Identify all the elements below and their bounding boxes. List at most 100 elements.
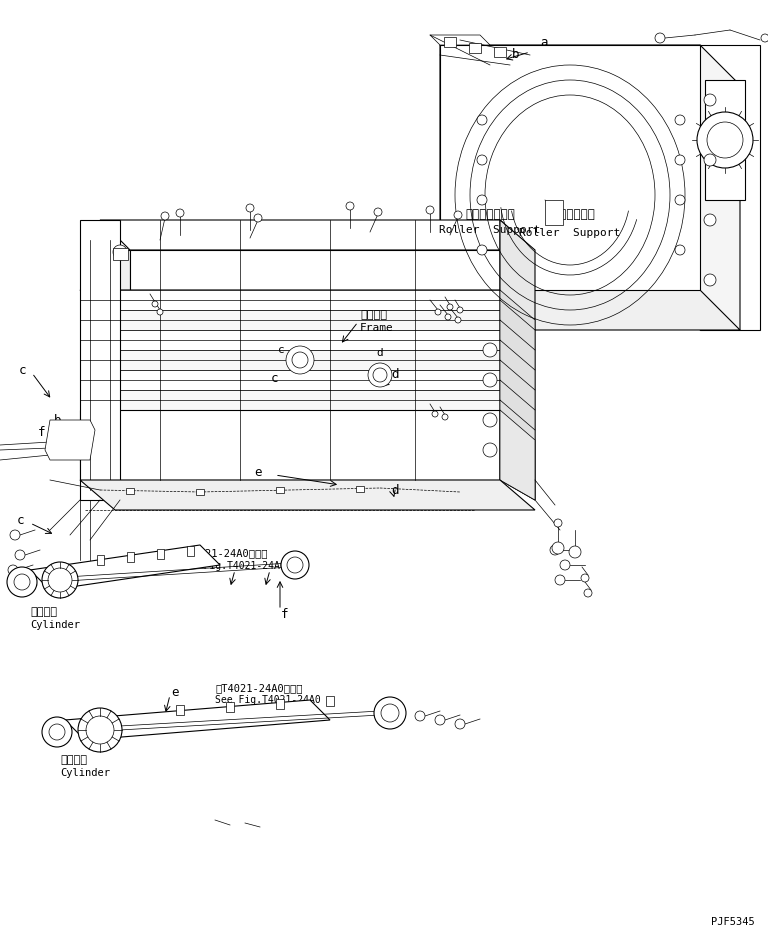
- Circle shape: [157, 309, 163, 315]
- Circle shape: [432, 411, 438, 417]
- Circle shape: [445, 314, 451, 320]
- Polygon shape: [430, 35, 490, 45]
- Circle shape: [176, 209, 184, 217]
- Circle shape: [113, 245, 127, 259]
- Text: Cylinder: Cylinder: [30, 620, 80, 630]
- Text: c: c: [16, 513, 24, 527]
- Circle shape: [550, 545, 560, 555]
- Text: Roller  Support: Roller Support: [519, 228, 621, 238]
- Circle shape: [152, 301, 158, 307]
- Text: b: b: [55, 414, 61, 427]
- Bar: [113, 248, 128, 260]
- Circle shape: [675, 115, 685, 125]
- Circle shape: [254, 214, 262, 222]
- Text: シリンダ: シリンダ: [30, 607, 57, 617]
- Text: a: a: [540, 36, 548, 48]
- Polygon shape: [65, 700, 330, 740]
- Text: Frame: Frame: [360, 323, 394, 333]
- Circle shape: [287, 557, 303, 573]
- Circle shape: [42, 717, 72, 747]
- Circle shape: [381, 704, 399, 722]
- Circle shape: [655, 33, 665, 43]
- Text: 第T4021-24A0図参照: 第T4021-24A0図参照: [180, 548, 267, 558]
- Text: b: b: [512, 48, 519, 61]
- Text: Cylinder: Cylinder: [60, 768, 110, 778]
- Circle shape: [286, 346, 314, 374]
- Text: 第T4021-24A0図参照: 第T4021-24A0図参照: [215, 683, 303, 693]
- Text: d: d: [376, 348, 383, 358]
- Circle shape: [483, 343, 497, 357]
- Text: d: d: [391, 483, 399, 496]
- Circle shape: [12, 585, 22, 595]
- Circle shape: [455, 317, 461, 323]
- Bar: [187, 546, 194, 556]
- Circle shape: [761, 34, 768, 42]
- Text: シリンダ: シリンダ: [60, 755, 87, 765]
- Polygon shape: [500, 220, 535, 500]
- Text: c: c: [271, 371, 279, 384]
- Circle shape: [447, 304, 453, 310]
- Circle shape: [477, 245, 487, 255]
- Text: e: e: [171, 687, 179, 700]
- Circle shape: [675, 195, 685, 205]
- Bar: [276, 487, 284, 493]
- Polygon shape: [500, 220, 530, 290]
- Bar: [469, 43, 481, 53]
- Circle shape: [15, 550, 25, 560]
- Circle shape: [86, 716, 114, 744]
- Text: PJF5345: PJF5345: [711, 917, 755, 927]
- Circle shape: [454, 211, 462, 219]
- Bar: [356, 486, 364, 492]
- Polygon shape: [80, 330, 500, 350]
- Text: f: f: [38, 426, 46, 438]
- Polygon shape: [700, 45, 740, 330]
- Text: Roller  Support: Roller Support: [439, 225, 541, 235]
- Polygon shape: [80, 480, 535, 510]
- Circle shape: [246, 204, 254, 212]
- Text: d: d: [391, 368, 399, 382]
- Circle shape: [675, 245, 685, 255]
- Circle shape: [554, 519, 562, 527]
- Circle shape: [483, 373, 497, 387]
- Circle shape: [346, 202, 354, 210]
- Circle shape: [457, 307, 463, 313]
- Bar: [176, 705, 184, 715]
- Circle shape: [569, 546, 581, 558]
- Circle shape: [426, 206, 434, 214]
- Circle shape: [435, 715, 445, 725]
- Polygon shape: [130, 250, 530, 290]
- Circle shape: [435, 309, 441, 315]
- Circle shape: [707, 122, 743, 158]
- Circle shape: [560, 560, 570, 570]
- Circle shape: [442, 414, 448, 420]
- Circle shape: [704, 154, 716, 166]
- Circle shape: [483, 413, 497, 427]
- Circle shape: [161, 212, 169, 220]
- Polygon shape: [80, 390, 500, 410]
- Text: ローラサポート: ローラサポート: [465, 208, 515, 221]
- Bar: [196, 489, 204, 495]
- Polygon shape: [80, 410, 500, 480]
- Bar: [157, 549, 164, 559]
- Circle shape: [78, 708, 122, 752]
- Circle shape: [552, 542, 564, 554]
- Bar: [226, 702, 234, 712]
- Text: See Fig.T4021-24A0: See Fig.T4021-24A0: [180, 561, 286, 571]
- Bar: [127, 552, 134, 562]
- Circle shape: [42, 562, 78, 598]
- Circle shape: [584, 589, 592, 597]
- Text: See Fig.T4021-24A0: See Fig.T4021-24A0: [215, 695, 321, 705]
- Circle shape: [455, 719, 465, 729]
- Bar: [494, 47, 506, 57]
- Bar: [545, 200, 563, 225]
- Polygon shape: [80, 350, 500, 370]
- Circle shape: [292, 352, 308, 368]
- Circle shape: [281, 551, 309, 579]
- Circle shape: [48, 568, 72, 592]
- Polygon shape: [45, 420, 95, 460]
- Circle shape: [704, 94, 716, 106]
- Circle shape: [555, 575, 565, 585]
- Polygon shape: [80, 290, 535, 320]
- Bar: [444, 37, 456, 47]
- Circle shape: [368, 363, 392, 387]
